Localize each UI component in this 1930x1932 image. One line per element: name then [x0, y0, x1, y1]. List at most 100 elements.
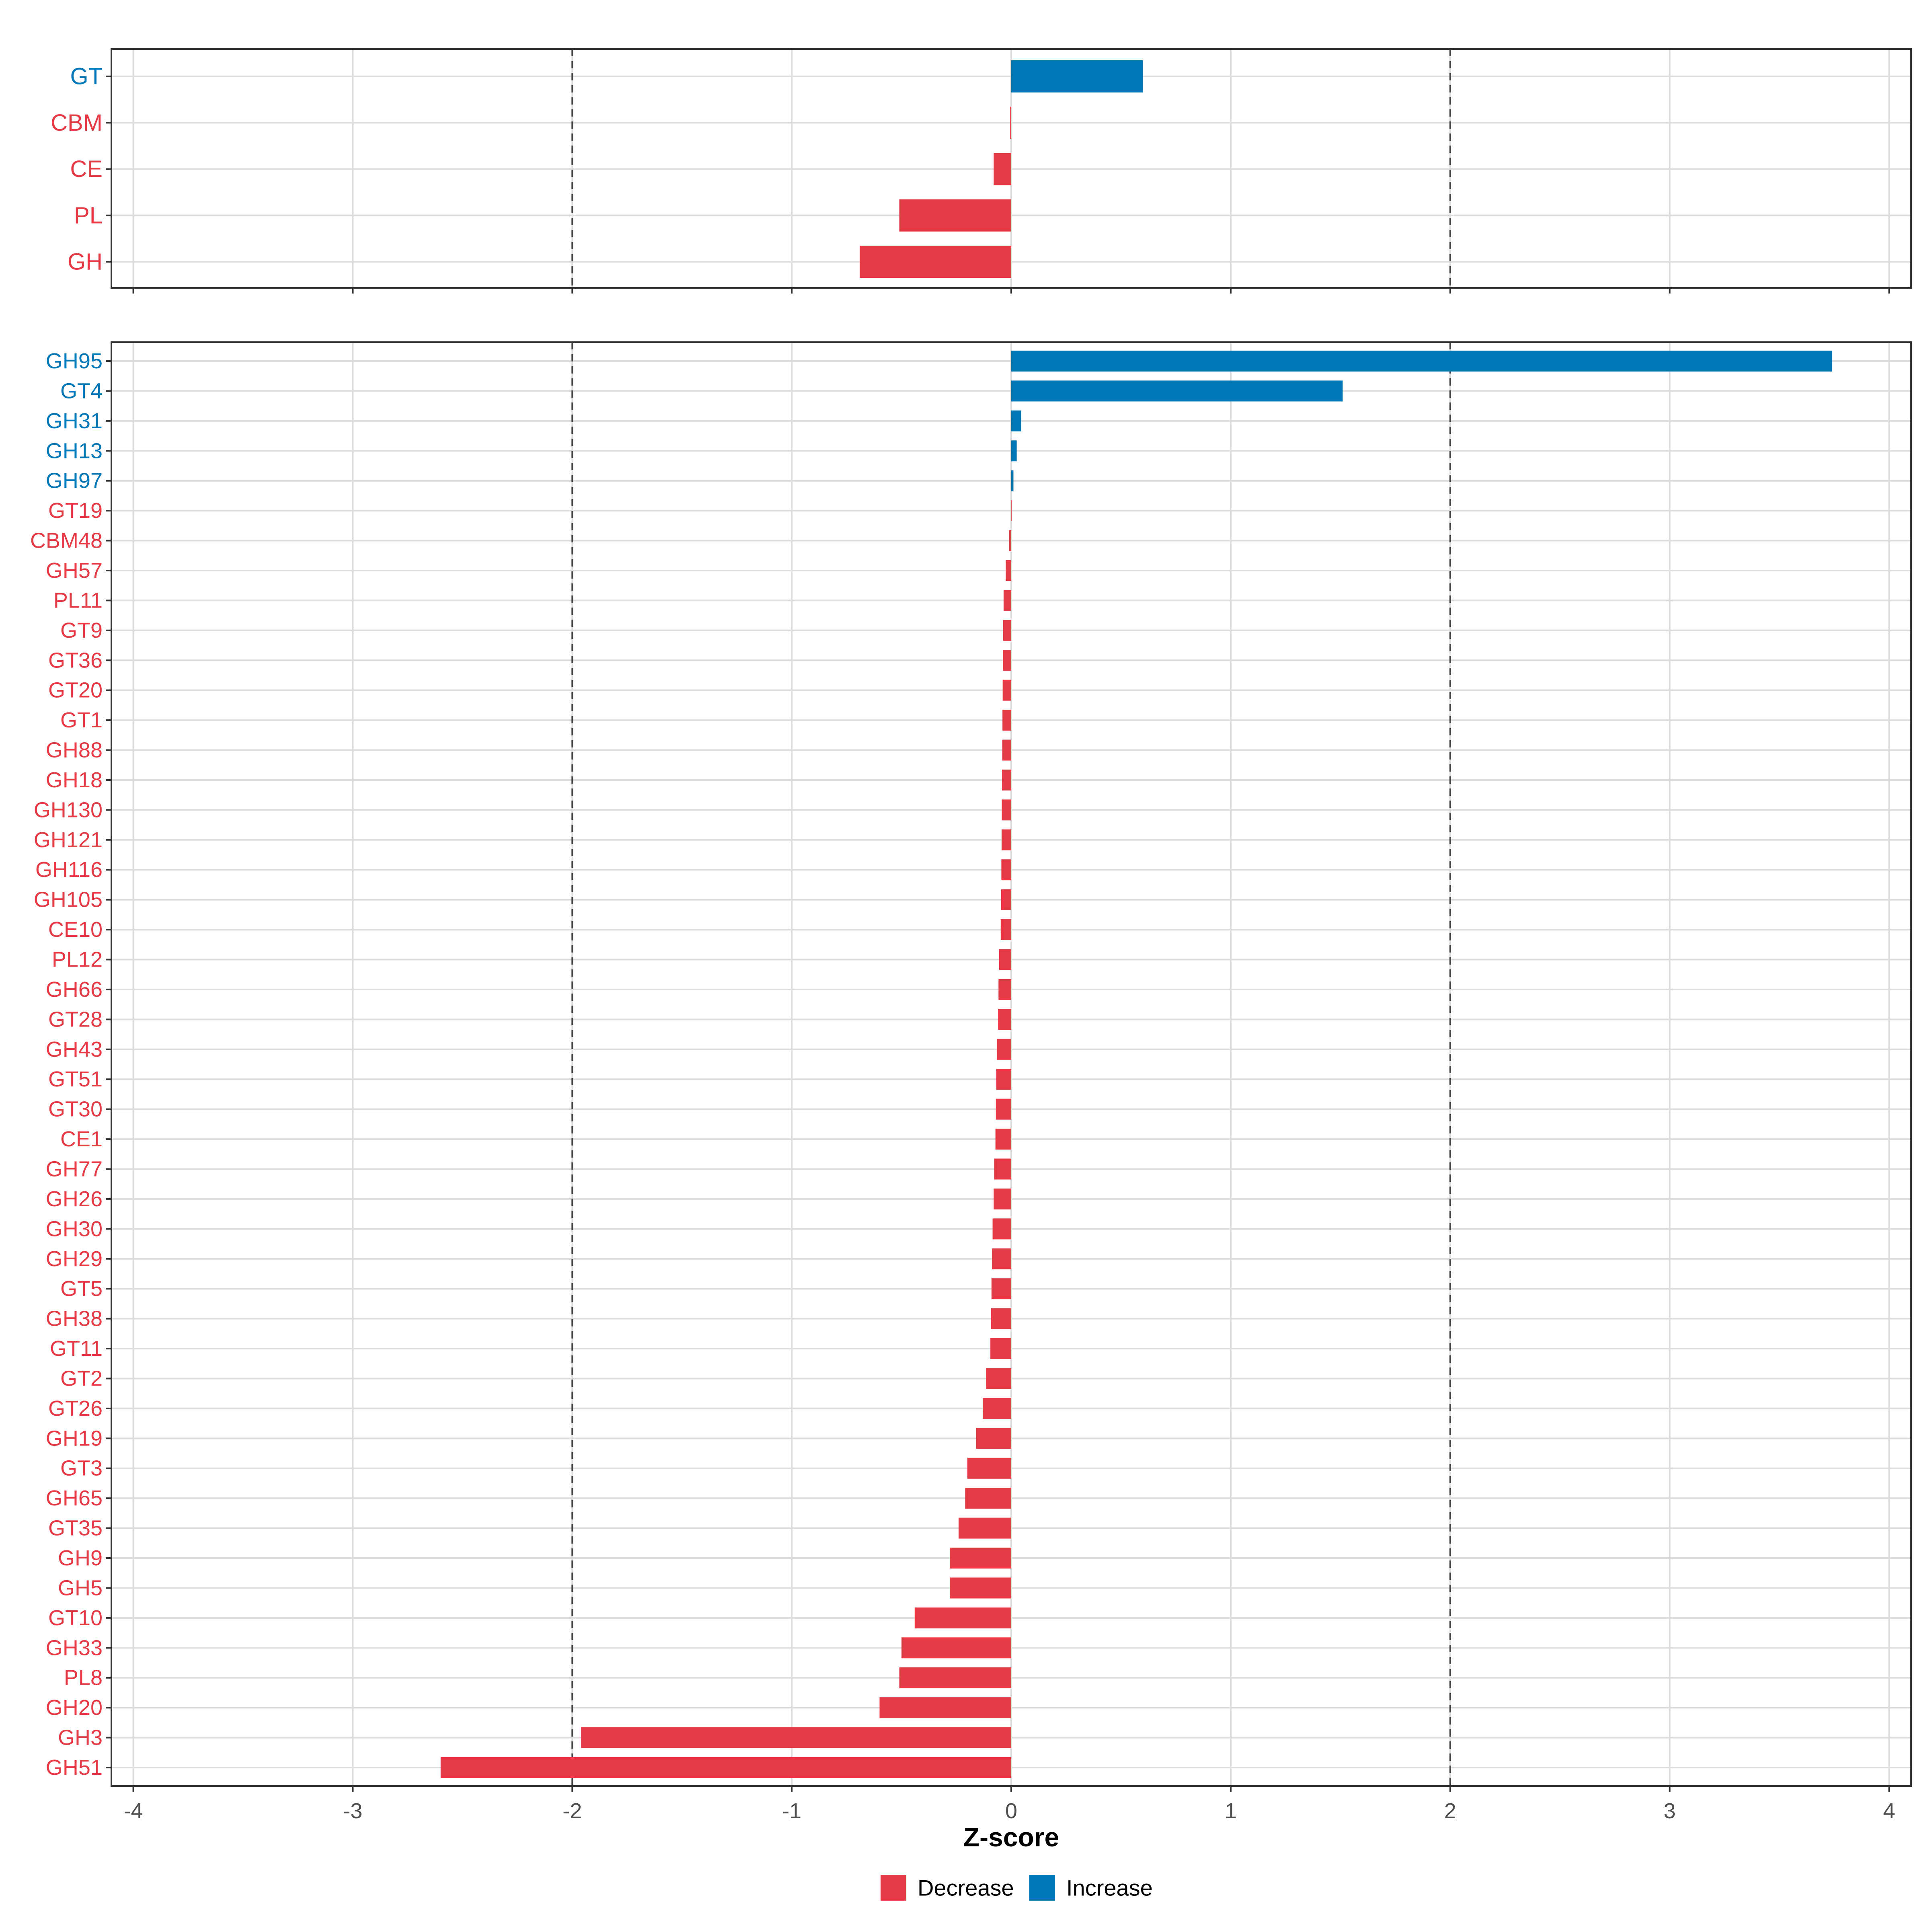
panel-bottom-bar-gh105 [1001, 889, 1011, 910]
panel-top-category-label: CBM [51, 110, 103, 136]
panel-bottom-bar-cbm48 [1009, 530, 1011, 551]
panel-bottom-category-label: GH38 [46, 1307, 103, 1331]
panel-bottom-category-label: GT9 [60, 618, 103, 643]
legend-label-decrease: Decrease [918, 1875, 1014, 1901]
panel-bottom-category-label: GT11 [50, 1337, 103, 1361]
panel-bottom-bar-gt1 [1002, 710, 1011, 731]
panel-top-bar-gt [1011, 60, 1143, 92]
panel-bottom-category-label: GH130 [34, 798, 103, 822]
panel-bottom-category-label: PL8 [64, 1666, 103, 1690]
panel-bottom-bar-gh30 [992, 1218, 1011, 1240]
panel-bottom-category-label: GH19 [46, 1426, 103, 1450]
panel-bottom-category-label: CE1 [60, 1127, 103, 1151]
panel-bottom-category-label: GH29 [46, 1247, 103, 1271]
panel-bottom-bar-gh130 [1002, 799, 1011, 821]
panel-bottom-category-label: GH30 [46, 1217, 103, 1241]
panel-bottom-category-label: GH121 [34, 828, 103, 852]
panel-bottom-category-label: GH65 [46, 1486, 103, 1510]
panel-top-category-label: PL [74, 202, 103, 228]
panel-bottom-bar-gh43 [997, 1039, 1011, 1060]
panel-bottom-bar-gh77 [994, 1158, 1011, 1180]
panel-bottom-bar-gt11 [990, 1338, 1011, 1359]
panel-bottom-category-label: PL12 [52, 948, 103, 972]
panel-bottom-bar-gh97 [1011, 470, 1014, 491]
panel-top-category-label: CE [70, 156, 103, 182]
panel-bottom-category-label: CE10 [48, 918, 103, 942]
panel-bottom-bar-gh33 [901, 1637, 1011, 1659]
panel-bottom-category-label: GH31 [46, 409, 103, 433]
panel-bottom-x-tick-label: 0 [1005, 1799, 1017, 1823]
panel-bottom-x-tick-label: 3 [1664, 1799, 1676, 1823]
panel-bottom-bar-gt10 [914, 1607, 1011, 1628]
panel-bottom-bar-gh116 [1001, 859, 1011, 881]
panel-bottom-category-label: GH95 [46, 349, 103, 373]
panel-bottom-category-label: GT10 [48, 1606, 103, 1630]
panel-bottom-category-label: GH51 [46, 1755, 103, 1780]
panel-bottom-x-tick-label: -1 [782, 1799, 801, 1823]
x-axis-title: Z-score [963, 1822, 1059, 1852]
panel-bottom-bar-gh19 [976, 1428, 1011, 1449]
legend-swatch-decrease [881, 1875, 906, 1901]
panel-bottom-category-label: GT28 [48, 1007, 103, 1031]
panel-bottom-category-label: GT51 [48, 1067, 103, 1091]
panel-bottom-category-label: GT20 [48, 678, 103, 702]
panel-bottom-category-label: CBM48 [30, 529, 103, 553]
panel-bottom-bar-gh3 [581, 1727, 1011, 1748]
panel-bottom-category-label: GH77 [46, 1157, 103, 1181]
panel-top-bar-cbm [1010, 107, 1011, 139]
panel-bottom-category-label: GH66 [46, 977, 103, 1002]
panel-bottom-category-label: GH43 [46, 1037, 103, 1061]
panel-bottom-bar-gh88 [1002, 739, 1011, 761]
panel-bottom-category-label: GH18 [46, 768, 103, 792]
panel-bottom-bar-gh38 [991, 1308, 1011, 1329]
panel-bottom-bar-gh121 [1001, 829, 1011, 850]
panel-bottom-category-label: GH57 [46, 558, 103, 583]
panel-bottom-bar-gt20 [1002, 680, 1011, 701]
panel-bottom-bar-pl8 [899, 1667, 1011, 1688]
panel-bottom-bar-gt28 [998, 1009, 1011, 1030]
panel-top-category-label: GT [70, 64, 103, 90]
panel-bottom-category-label: GT2 [60, 1366, 103, 1390]
panel-top-bar-gh [860, 246, 1011, 278]
panel-bottom-bar-gh66 [998, 979, 1011, 1000]
panel-bottom-category-label: GT30 [48, 1097, 103, 1121]
panel-bottom-category-label: GH97 [46, 469, 103, 493]
panel-bottom-x-tick-label: -3 [343, 1799, 362, 1823]
panel-bottom-bar-ce1 [995, 1129, 1011, 1150]
panel-bottom-category-label: GH3 [58, 1726, 103, 1750]
panel-bottom-category-label: GT35 [48, 1516, 103, 1540]
panel-bottom-bar-gt5 [991, 1278, 1011, 1300]
panel-bottom-category-label: GH9 [58, 1546, 103, 1570]
panel-bottom-category-label: PL11 [53, 588, 103, 612]
panel-bottom-category-label: GH88 [46, 738, 103, 762]
panel-top-category-label: GH [68, 249, 103, 275]
panel-top-bar-ce [994, 153, 1011, 185]
panel-bottom-bar-gh29 [992, 1248, 1011, 1269]
panel-bottom-bar-gt26 [983, 1398, 1011, 1419]
panel-bottom-bar-ce10 [1000, 919, 1011, 940]
panel-bottom-bar-gt35 [958, 1517, 1011, 1539]
panel-bottom-bar-gh20 [879, 1697, 1011, 1718]
panel-bottom-category-label: GT19 [48, 499, 103, 523]
panel-bottom-bar-gh5 [950, 1577, 1011, 1599]
panel-bottom-category-label: GT3 [60, 1456, 103, 1480]
panel-bottom-bar-gt36 [1003, 650, 1011, 671]
panel-bottom-bar-pl11 [1003, 590, 1011, 611]
panel-bottom-bar-pl12 [999, 949, 1011, 970]
panel-bottom-bar-gh9 [950, 1548, 1011, 1569]
panel-bottom-category-label: GH5 [58, 1576, 103, 1600]
panel-bottom-category-label: GT4 [60, 379, 103, 403]
panel-bottom-category-label: GT36 [48, 648, 103, 672]
legend-label-increase: Increase [1066, 1875, 1153, 1901]
panel-top-bar-pl [899, 199, 1011, 232]
panel-bottom-bar-gh31 [1011, 410, 1021, 431]
panel-bottom-bar-gh13 [1011, 440, 1017, 462]
panel-bottom-category-label: GT5 [60, 1277, 103, 1301]
panel-bottom-bar-gh95 [1011, 351, 1832, 372]
panel-bottom-bar-gh18 [1002, 769, 1011, 790]
panel-bottom-category-label: GH26 [46, 1187, 103, 1211]
legend-swatch-increase [1029, 1875, 1055, 1901]
panel-bottom-bar-gt2 [986, 1368, 1011, 1389]
